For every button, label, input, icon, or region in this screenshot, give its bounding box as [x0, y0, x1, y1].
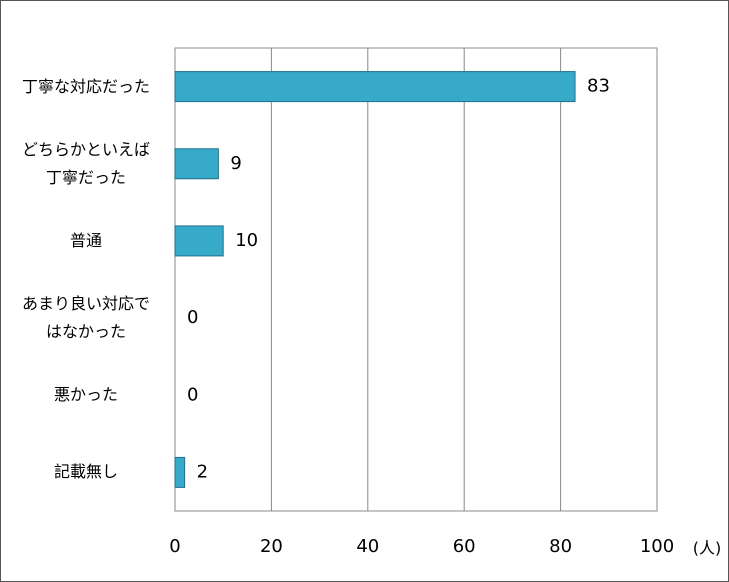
value-label: 2	[197, 461, 208, 482]
value-label: 83	[587, 76, 610, 97]
x-tick-label: 20	[260, 536, 283, 557]
value-label: 10	[235, 230, 258, 251]
value-label: 9	[230, 153, 241, 174]
bar	[174, 225, 224, 257]
bar	[174, 71, 576, 103]
value-label: 0	[187, 384, 198, 405]
x-tick-label: 100	[640, 536, 674, 557]
x-tick-label: 40	[356, 536, 379, 557]
x-unit: (人)	[693, 539, 722, 558]
x-tick-label: 0	[169, 536, 180, 557]
category-label: 普通	[69, 230, 102, 250]
x-tick-label: 80	[549, 536, 572, 557]
category-label: 記載無し	[53, 462, 118, 482]
plot-area	[174, 47, 658, 512]
value-label: 0	[187, 307, 198, 328]
bar	[174, 456, 186, 488]
bar	[174, 148, 219, 180]
category-label: 悪かった	[53, 385, 118, 405]
category-label: あまり良い対応ではなかった	[21, 294, 150, 342]
category-label: 丁寧な対応だった	[21, 76, 150, 96]
category-label: どちらかといえば丁寧だった	[21, 139, 150, 187]
x-tick-label: 60	[453, 536, 476, 557]
